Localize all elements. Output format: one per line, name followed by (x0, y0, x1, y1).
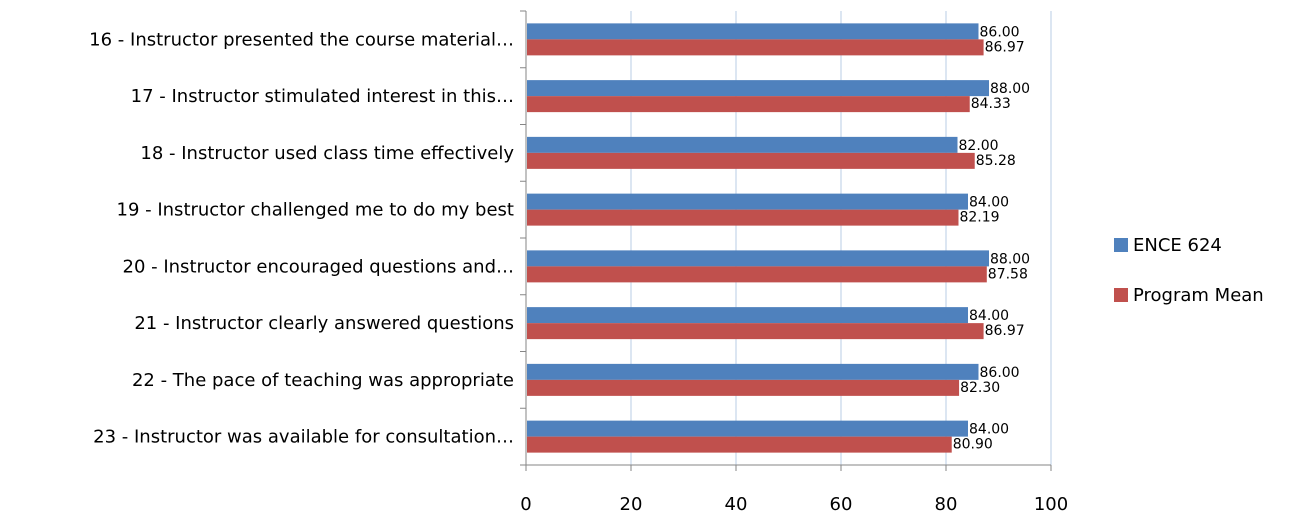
bar-ence-624 (527, 363, 979, 380)
bar-program-mean (527, 152, 975, 169)
data-label: 88.00 (990, 251, 1030, 267)
data-label: 84.00 (969, 308, 1009, 324)
data-label: 82.30 (960, 380, 1000, 396)
legend-label-ence-624: ENCE 624 (1133, 235, 1222, 256)
x-tick-label: 60 (830, 494, 853, 515)
bar-ence-624 (527, 23, 979, 40)
x-tick-label: 100 (1034, 494, 1068, 515)
data-label: 84.33 (971, 96, 1011, 112)
bar-ence-624 (527, 250, 989, 267)
data-label: 80.90 (953, 437, 993, 453)
bar-program-mean (527, 39, 984, 56)
bar-ence-624 (527, 80, 989, 97)
data-label: 82.00 (959, 138, 999, 154)
bar-program-mean (527, 266, 987, 283)
bars (527, 23, 989, 453)
category-label: 20 - Instructor encouraged questions and… (123, 256, 515, 277)
bar-program-mean (527, 323, 984, 340)
bar-ence-624 (527, 420, 968, 437)
x-tick-label: 40 (725, 494, 748, 515)
bar-ence-624 (527, 307, 968, 324)
category-label: 23 - Instructor was available for consul… (93, 427, 514, 448)
labels: 0 20 40 60 80 100 16 - Instructor presented th… (89, 24, 1068, 515)
category-label: 18 - Instructor used class time effectiv… (140, 143, 514, 164)
bar-program-mean (527, 96, 970, 113)
bar-program-mean (527, 209, 959, 226)
bar-program-mean (527, 436, 952, 453)
bar-program-mean (527, 379, 960, 396)
category-label: 16 - Instructor presented the course mat… (89, 29, 514, 50)
bar-ence-624 (527, 136, 958, 153)
legend-swatch-program-mean (1114, 288, 1128, 302)
category-label: 17 - Instructor stimulated interest in t… (131, 86, 514, 107)
bar-ence-624 (527, 193, 968, 210)
category-label: 22 - The pace of teaching was appropriat… (132, 370, 514, 391)
axes (520, 10, 1052, 471)
gridlines (630, 11, 1052, 465)
category-label: 19 - Instructor challenged me to do my b… (117, 200, 515, 221)
data-label: 84.00 (969, 422, 1009, 438)
legend-label-program-mean: Program Mean (1133, 285, 1264, 306)
data-label: 87.58 (988, 266, 1028, 282)
data-label: 86.97 (985, 39, 1025, 55)
data-label: 86.00 (980, 365, 1020, 381)
data-label: 85.28 (976, 153, 1016, 169)
legend-swatch-ence-624 (1114, 238, 1128, 252)
data-label: 82.19 (959, 210, 999, 226)
x-tick-label: 80 (935, 494, 958, 515)
data-label: 86.97 (985, 323, 1025, 339)
data-label: 84.00 (969, 195, 1009, 211)
legend: ENCE 624 Program Mean (1114, 235, 1264, 306)
data-label: 88.00 (990, 81, 1030, 97)
category-label: 21 - Instructor clearly answered questio… (134, 313, 514, 334)
x-tick-label: 20 (620, 494, 643, 515)
x-tick-label: 0 (520, 494, 531, 515)
data-label: 86.00 (980, 24, 1020, 40)
